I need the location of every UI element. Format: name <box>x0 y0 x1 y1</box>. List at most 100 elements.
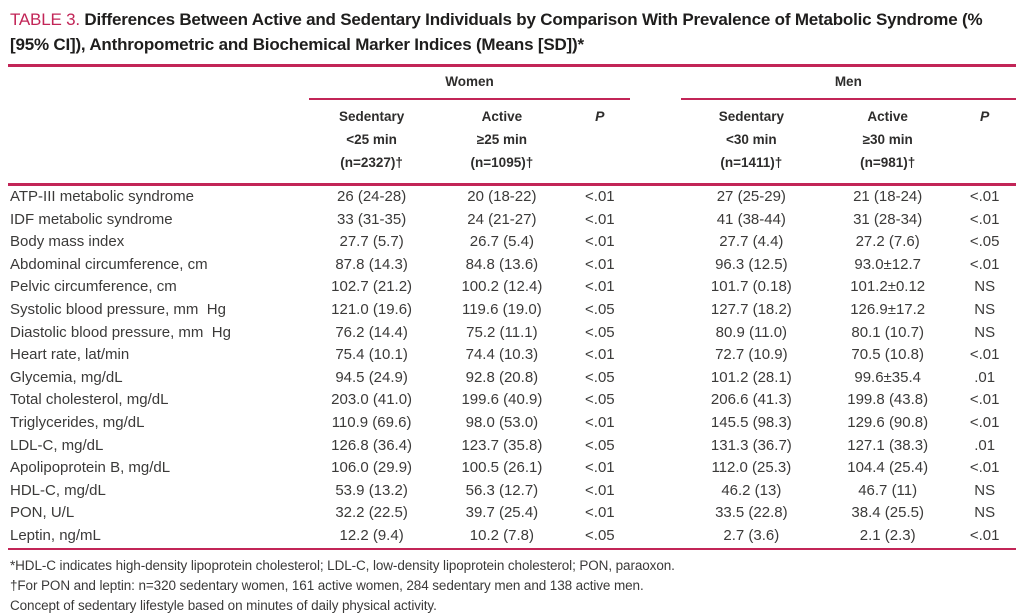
men-p-value: <.01 <box>969 346 1000 364</box>
table-row: Pelvic circumference, cm 102.7 (21.2) 10… <box>8 276 1016 299</box>
men-active-header-line3: (n=981)† <box>860 155 916 170</box>
women-p-value: <.01 <box>585 481 615 499</box>
women-sedentary-header-line3: (n=2327)† <box>340 155 403 170</box>
row-gap-cell <box>630 254 681 277</box>
women-p-value: <.01 <box>585 233 615 251</box>
table-row: Total cholesterol, mg/dL 203.0 (41.0) 19… <box>8 389 1016 412</box>
women-active-value: 119.6 (19.0) <box>461 300 542 318</box>
table-row: Diastolic blood pressure, mm Hg 76.2 (14… <box>8 322 1016 345</box>
men-active-value: 70.5 (10.8) <box>851 346 924 364</box>
men-group-header: Men <box>680 65 1016 100</box>
table-body: ATP-III metabolic syndrome 26 (24-28) 20… <box>8 185 1016 550</box>
women-p-value: <.05 <box>585 391 615 409</box>
column-header-spacer <box>8 99 309 186</box>
group-header-row: Women Men <box>8 65 1016 100</box>
men-active-value: 127.1 (38.3) <box>847 436 929 454</box>
women-p-value: <.05 <box>585 368 615 386</box>
men-active-header: Active ≥30 min (n=981)† <box>822 99 954 186</box>
row-label: Pelvic circumference, cm <box>10 278 177 296</box>
row-label: Apolipoprotein B, mg/dL <box>10 459 171 477</box>
women-active-value: 24 (21-27) <box>467 210 537 228</box>
women-sedentary-value: 87.8 (14.3) <box>335 255 408 273</box>
women-active-value: 39.7 (25.4) <box>465 504 539 522</box>
women-sedentary-header: Sedentary <25 min (n=2327)† <box>308 99 435 186</box>
row-gap-cell <box>630 344 681 367</box>
row-gap-cell <box>630 367 681 390</box>
men-sedentary-header: Sedentary <30 min (n=1411)† <box>680 99 823 186</box>
men-sedentary-value: 46.2 (13) <box>721 481 782 499</box>
women-p-header: P <box>569 99 631 186</box>
row-label: Body mass index <box>10 233 125 251</box>
row-gap-cell <box>630 322 681 345</box>
men-p-value: <.01 <box>969 188 1000 205</box>
women-p-value: <.01 <box>585 504 615 522</box>
table-row: IDF metabolic syndrome 33 (31-35) 24 (21… <box>8 209 1016 232</box>
men-group-label: Men <box>834 74 862 89</box>
men-sedentary-value: 2.7 (3.6) <box>680 524 823 550</box>
men-p-value: NS <box>974 300 996 318</box>
women-sedentary-value: 102.7 (21.2) <box>331 278 413 296</box>
women-active-header-line1: Active <box>481 109 523 124</box>
men-p-value: <.01 <box>969 391 1000 409</box>
men-active-value: 27.2 (7.6) <box>855 233 920 251</box>
women-sedentary-value: 32.2 (22.5) <box>335 504 408 522</box>
column-header-row: Sedentary <25 min (n=2327)† Active ≥25 m… <box>8 99 1016 186</box>
women-sedentary-value: 12.2 (9.4) <box>308 524 435 550</box>
women-p-value: <.05 <box>585 323 615 341</box>
table-number-label: TABLE 3. <box>10 10 80 29</box>
row-gap-cell <box>630 389 681 412</box>
men-p-header-label: P <box>979 108 990 124</box>
row-label: Leptin, ng/mL <box>8 524 309 550</box>
women-sedentary-value: 53.9 (13.2) <box>335 481 408 499</box>
men-active-value: 46.7 (11) <box>858 481 918 499</box>
women-active-value: 20 (18-22) <box>467 188 537 205</box>
men-sedentary-header-line2: <30 min <box>726 132 777 147</box>
men-sedentary-value: 27.7 (4.4) <box>719 233 784 251</box>
women-sedentary-value: 126.8 (36.4) <box>331 436 413 454</box>
footnote-concept: Concept of sedentary lifestyle based on … <box>10 597 437 613</box>
men-p-value: <.05 <box>969 233 1000 251</box>
men-active-value: 126.9±17.2 <box>850 300 926 318</box>
men-sedentary-value: 41 (38-44) <box>716 210 786 228</box>
women-sedentary-value: 110.9 (69.6) <box>331 413 412 431</box>
women-active-value: 100.5 (26.1) <box>461 459 543 477</box>
women-sedentary-value: 106.0 (29.9) <box>331 459 413 477</box>
row-label: ATP-III metabolic syndrome <box>10 188 194 205</box>
men-active-value: 99.6±35.4 <box>854 368 921 386</box>
men-active-value: 93.0±12.7 <box>854 255 921 273</box>
women-sedentary-value: 75.4 (10.1) <box>335 346 408 364</box>
row-gap-cell <box>630 209 681 232</box>
women-sedentary-value: 203.0 (41.0) <box>331 391 413 409</box>
row-gap-cell <box>630 185 681 209</box>
women-p-value: <.01 <box>585 255 615 273</box>
women-active-value: 100.2 (12.4) <box>461 278 543 296</box>
men-active-value: 2.1 (2.3) <box>822 524 954 550</box>
table-row: Glycemia, mg/dL 94.5 (24.9) 92.8 (20.8) … <box>8 367 1016 390</box>
row-label: LDL-C, mg/dL <box>10 436 104 454</box>
men-p-value: <.01 <box>969 459 1000 477</box>
table-row: Systolic blood pressure, mm Hg 121.0 (19… <box>8 299 1016 322</box>
men-active-header-line2: ≥30 min <box>862 132 913 147</box>
row-gap-cell <box>630 231 681 254</box>
column-header-gap <box>630 99 681 186</box>
row-label: Diastolic blood pressure, mm Hg <box>10 323 231 341</box>
men-p-value: <.01 <box>969 210 1000 228</box>
group-gap-cell <box>630 66 681 100</box>
women-sedentary-value: 121.0 (19.6) <box>331 300 413 318</box>
men-sedentary-header-line1: Sedentary <box>718 109 784 124</box>
table-row: Leptin, ng/mL 12.2 (9.4) 10.2 (7.8) <.05… <box>8 524 1016 550</box>
row-gap-cell <box>630 412 681 435</box>
row-label: IDF metabolic syndrome <box>10 210 173 228</box>
women-p-value: <.01 <box>585 278 615 296</box>
women-active-value: 10.2 (7.8) <box>434 524 570 550</box>
men-sedentary-value: 101.2 (28.1) <box>710 368 792 386</box>
men-p-value: <.01 <box>953 524 1016 550</box>
footnotes: *HDL-C indicates high-density lipoprotei… <box>8 556 1016 616</box>
women-sedentary-header-line1: Sedentary <box>338 109 405 124</box>
table-row: HDL-C, mg/dL 53.9 (13.2) 56.3 (12.7) <.0… <box>8 480 1016 503</box>
table-row: Heart rate, lat/min 75.4 (10.1) 74.4 (10… <box>8 344 1016 367</box>
men-p-value: .01 <box>974 368 996 386</box>
women-active-value: 92.8 (20.8) <box>465 368 539 386</box>
men-active-value: 21 (18-24) <box>853 188 923 205</box>
footnote-abbreviations: *HDL-C indicates high-density lipoprotei… <box>10 557 675 573</box>
